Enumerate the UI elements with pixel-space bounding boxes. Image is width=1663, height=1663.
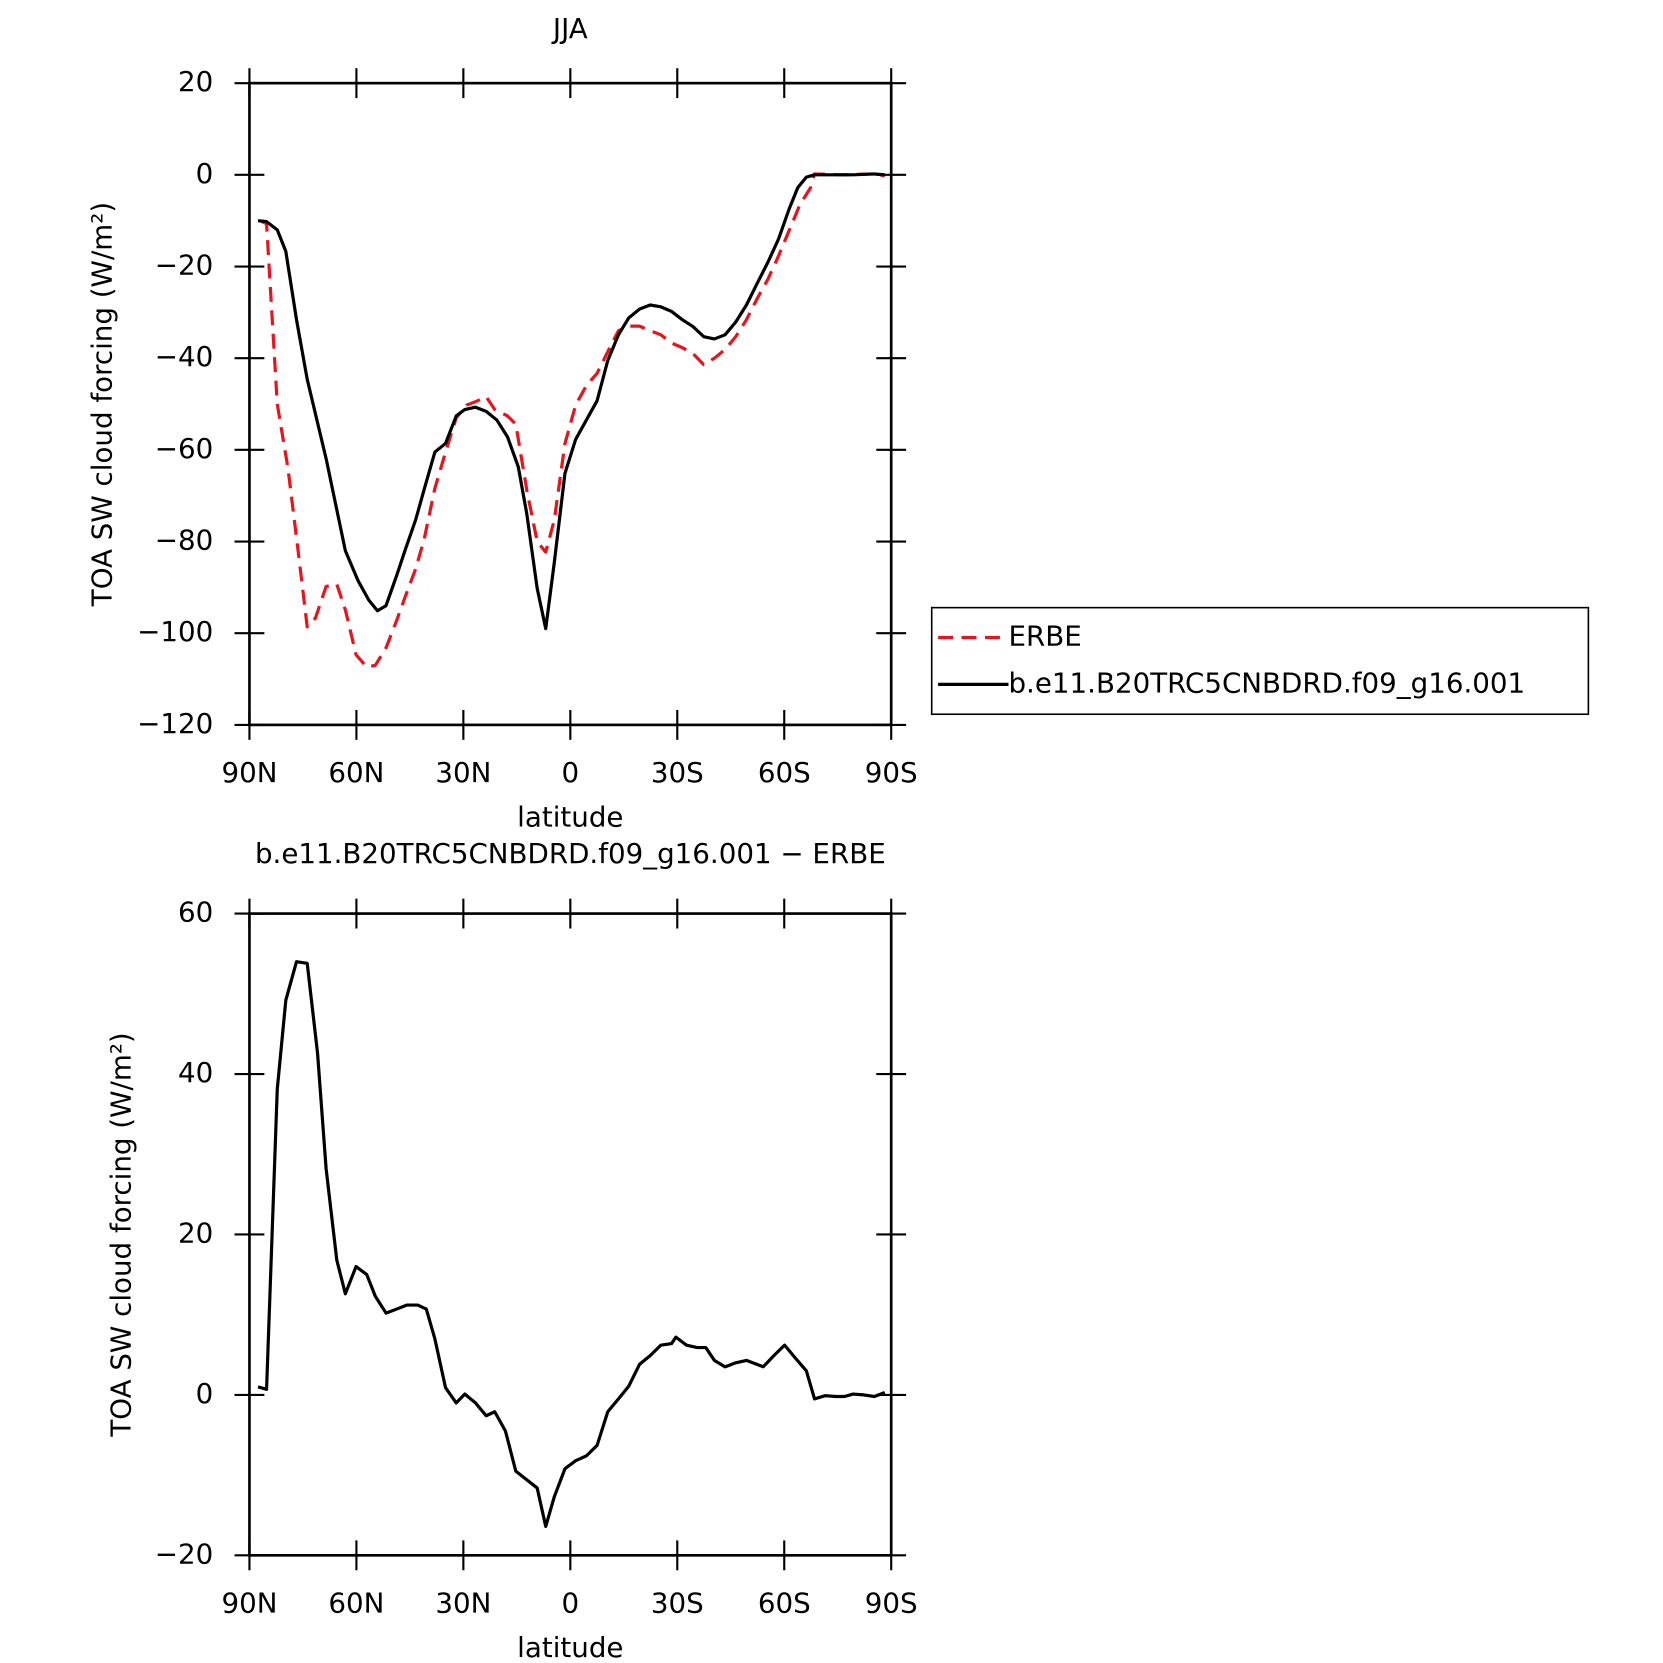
chart-title: JJA <box>551 12 588 45</box>
chart-title: b.e11.B20TRC5CNBDRD.f09_g16.001 − ERBE <box>255 837 886 870</box>
x-tick-label: 30S <box>651 1586 704 1619</box>
y-tick-label: −80 <box>155 524 213 557</box>
y-tick-label: −20 <box>155 249 213 282</box>
x-tick-label: 60N <box>328 1586 384 1619</box>
y-tick-label: 0 <box>196 1377 214 1410</box>
y-tick-label: −40 <box>155 340 213 373</box>
x-tick-label: 30N <box>435 756 491 789</box>
legend-label: ERBE <box>1008 619 1081 652</box>
x-tick-label: 30N <box>435 1586 491 1619</box>
y-axis-label: TOA SW cloud forcing (W/m²) <box>85 202 118 607</box>
data-line <box>257 172 885 631</box>
x-tick-label: 30S <box>651 756 704 789</box>
y-tick-label: −60 <box>155 432 213 465</box>
data-line <box>257 960 886 1529</box>
y-tick-label: 0 <box>196 157 214 190</box>
plot-frame <box>248 912 893 1557</box>
x-tick-label: 60S <box>758 756 811 789</box>
x-tick-label: 0 <box>562 1586 580 1619</box>
y-axis-label: TOA SW cloud forcing (W/m²) <box>105 1032 138 1437</box>
x-axis-label: latitude <box>517 801 623 834</box>
plot-frame <box>248 81 893 727</box>
y-tick-label: 20 <box>178 65 213 98</box>
y-tick-label: −120 <box>137 707 213 740</box>
x-tick-label: 90N <box>221 756 277 789</box>
legend-box <box>930 606 1590 716</box>
data-line <box>259 172 886 669</box>
x-axis-label: latitude <box>517 1631 623 1663</box>
y-tick-label: 60 <box>178 896 213 929</box>
x-tick-label: 60N <box>328 756 384 789</box>
x-tick-label: 90N <box>221 1586 277 1619</box>
x-tick-label: 90S <box>865 1586 918 1619</box>
y-tick-label: −100 <box>137 615 213 648</box>
y-tick-label: 40 <box>178 1056 213 1089</box>
x-tick-label: 60S <box>758 1586 811 1619</box>
y-tick-label: −20 <box>155 1537 213 1570</box>
x-tick-label: 90S <box>865 756 918 789</box>
x-tick-label: 0 <box>562 756 580 789</box>
legend-label: b.e11.B20TRC5CNBDRD.f09_g16.001 <box>1008 666 1525 699</box>
y-tick-label: 20 <box>178 1216 213 1249</box>
